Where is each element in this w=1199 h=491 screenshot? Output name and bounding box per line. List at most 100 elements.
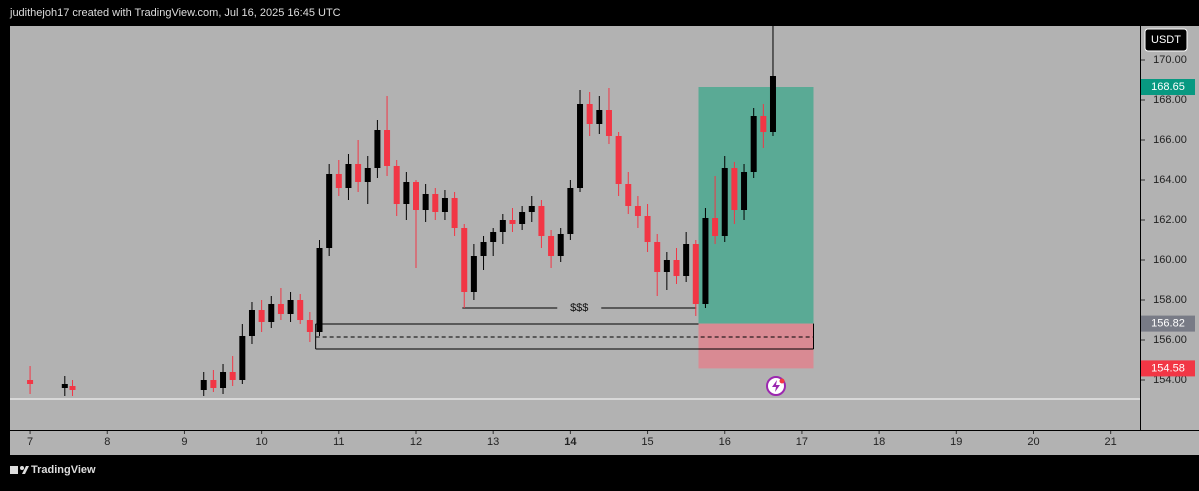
candle-body	[480, 242, 487, 256]
candle-body	[567, 188, 574, 234]
candle-body	[605, 110, 612, 136]
candle-body	[731, 168, 738, 210]
candle-body	[721, 168, 728, 236]
y-tick-label: 170.00	[1153, 54, 1187, 66]
x-tick-label: 19	[950, 436, 962, 448]
candle-body	[451, 198, 458, 228]
time-axis	[10, 431, 1199, 455]
price-label-bg	[1141, 360, 1195, 377]
y-tick-label: 164.00	[1153, 174, 1187, 186]
candle-body	[335, 174, 342, 188]
plot-area	[10, 26, 1140, 430]
candle-body	[384, 130, 391, 166]
candle-body	[422, 194, 429, 210]
x-tick-label: 12	[410, 436, 422, 448]
currency-box	[1144, 28, 1188, 52]
price-label: 156.82	[1151, 318, 1185, 330]
candle-body	[663, 260, 670, 272]
candle-body	[509, 220, 516, 224]
stop-zone	[698, 323, 814, 369]
candle-body	[741, 172, 748, 210]
candle-body	[306, 320, 313, 332]
candle-body	[220, 372, 227, 388]
candle-body	[769, 76, 776, 132]
x-tick-label: 10	[256, 436, 268, 448]
x-tick-label: 15	[641, 436, 653, 448]
x-tick-label: 9	[181, 436, 187, 448]
candle-body	[470, 256, 477, 292]
x-tick-label: 18	[873, 436, 885, 448]
candle-body	[441, 198, 448, 212]
candle-body	[61, 384, 68, 388]
candle-body	[760, 116, 767, 132]
x-tick-label: 13	[487, 436, 499, 448]
candle-body	[625, 184, 632, 206]
candle-body	[277, 304, 284, 314]
x-tick-label: 16	[719, 436, 731, 448]
y-tick-label: 154.00	[1153, 374, 1187, 386]
candle-body	[673, 260, 680, 276]
candle-body	[412, 182, 419, 210]
currency-label: USDT	[1151, 34, 1181, 46]
candle-body	[268, 304, 275, 322]
candle-body	[692, 244, 699, 304]
candle-body	[461, 228, 468, 292]
candle-body	[69, 386, 76, 390]
candle-body	[403, 182, 410, 204]
x-tick-label: 17	[796, 436, 808, 448]
candle-body	[345, 164, 352, 188]
x-tick-label: 20	[1027, 436, 1039, 448]
candle-body	[432, 194, 439, 212]
candle-body	[326, 174, 333, 248]
plot-layer: $$$	[10, 26, 1140, 400]
candle-body	[586, 104, 593, 124]
price-label-bg	[1141, 79, 1195, 95]
candle-body	[200, 380, 207, 390]
candle-body	[248, 310, 255, 336]
y-tick-label: 168.00	[1153, 94, 1187, 106]
price-label: 154.58	[1151, 362, 1185, 374]
y-tick-label: 160.00	[1153, 254, 1187, 266]
candle-body	[490, 232, 497, 242]
candle-body	[577, 104, 584, 188]
candle-body	[239, 336, 246, 380]
candle-body	[712, 218, 719, 236]
candle-body	[499, 220, 506, 232]
candle-body	[519, 212, 526, 224]
candle-body	[229, 372, 236, 380]
price-label-bg	[1141, 315, 1195, 332]
y-tick-label: 158.00	[1153, 294, 1187, 306]
candle-body	[654, 242, 661, 272]
candle-body	[364, 168, 371, 182]
candle-body	[287, 300, 294, 314]
candle-body	[316, 248, 323, 332]
y-tick-label: 156.00	[1153, 334, 1187, 346]
header-title: judithejoh17 created with TradingView.co…	[9, 7, 341, 19]
candle-body	[548, 236, 555, 256]
liquidity-label: $$$	[570, 302, 588, 314]
candle-body	[702, 218, 709, 304]
candle-body	[634, 206, 641, 216]
footer-brand: TradingView	[31, 464, 96, 476]
axis-layer: 154.00 156.00 158.00 160.00 162.00 164.00 166.…	[27, 28, 1195, 448]
candle-body	[210, 380, 217, 388]
price-label: 168.65	[1151, 81, 1185, 93]
x-tick-label: 21	[1105, 436, 1117, 448]
candle-body	[750, 116, 757, 172]
x-tick-label: 8	[104, 436, 110, 448]
candle-body	[258, 310, 265, 322]
candle-body	[596, 110, 603, 124]
candle-body	[615, 136, 622, 184]
candle-body	[644, 216, 651, 242]
candle-body	[297, 300, 304, 320]
alert-icon	[766, 376, 786, 396]
x-tick-label: 14	[564, 436, 577, 448]
tradingview-logo	[10, 466, 29, 474]
candle-body	[374, 130, 381, 168]
candle-body	[393, 166, 400, 204]
candle-body	[683, 244, 690, 276]
candle-body	[538, 206, 545, 236]
y-tick-label: 162.00	[1153, 214, 1187, 226]
candle-body	[27, 380, 34, 384]
